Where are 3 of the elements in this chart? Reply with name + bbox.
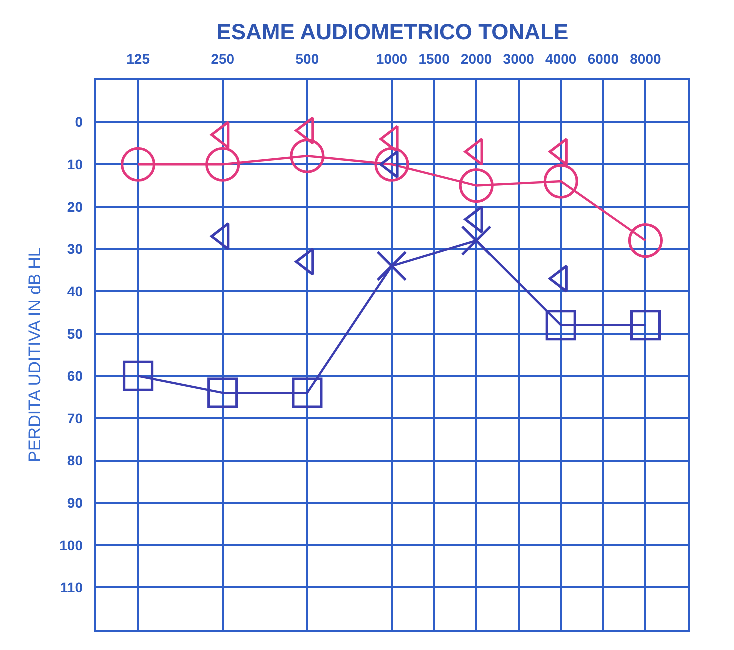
y-tick-label: 90 (67, 494, 84, 511)
y-tick-label: 110 (60, 580, 84, 596)
y-tick-label: 100 (60, 537, 84, 554)
